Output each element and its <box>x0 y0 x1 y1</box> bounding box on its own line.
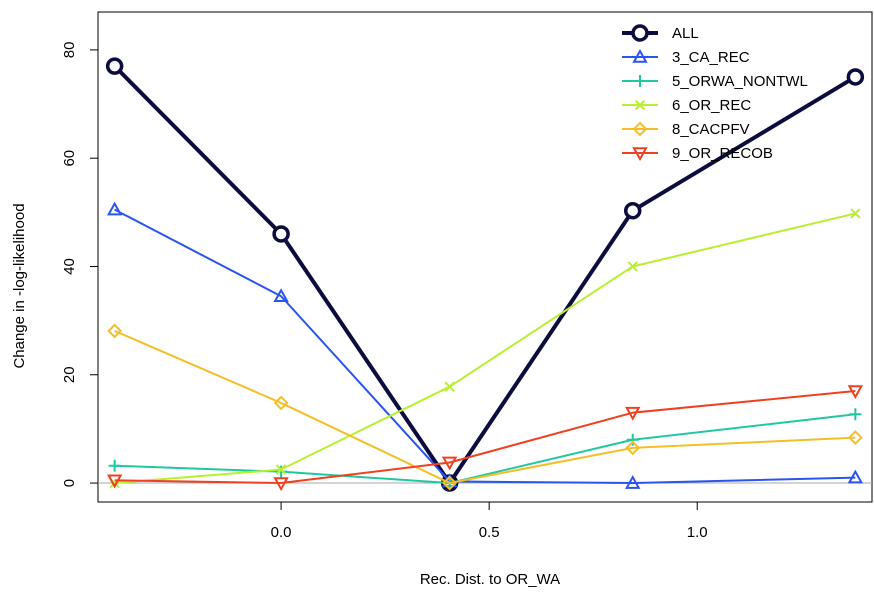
data-point-8-cacpfv <box>847 430 863 445</box>
data-point-all <box>623 201 642 220</box>
legend-label-5-orwa-nontwl: 5_ORWA_NONTWL <box>672 73 808 90</box>
legend-label-9-or-recob: 9_OR_RECOB <box>672 145 773 162</box>
y-tick-label: 20 <box>61 366 78 383</box>
legend-marker-9-or-recob <box>632 147 648 162</box>
y-tick-label: 0 <box>61 479 78 487</box>
y-tick-label: 80 <box>61 42 78 59</box>
data-point-3-ca-rec <box>847 469 864 484</box>
data-point-all <box>272 225 290 243</box>
x-tick-label: 0.5 <box>479 524 500 541</box>
data-point-8-cacpfv <box>442 475 458 491</box>
legend-marker-all <box>631 24 649 42</box>
data-point-9-or-recob <box>847 385 864 400</box>
data-point-8-cacpfv <box>273 395 289 411</box>
legend-marker-5-orwa-nontwl <box>634 75 646 87</box>
data-point-6-or-rec <box>850 208 861 219</box>
data-point-8-cacpfv <box>107 323 123 339</box>
series-line-8-cacpfv <box>114 329 856 485</box>
x-tick-label: 0.0 <box>271 524 292 541</box>
data-point-9-or-recob <box>441 456 458 471</box>
legend-label-8-cacpfv: 8_CACPFV <box>672 121 750 138</box>
data-point-8-cacpfv <box>625 440 641 456</box>
data-point-all <box>105 57 124 75</box>
y-tick-label: 40 <box>61 258 78 275</box>
legend-marker-6-or-rec <box>634 99 646 111</box>
legend-label-3-ca-rec: 3_CA_REC <box>672 49 750 66</box>
data-point-9-or-recob <box>625 406 641 421</box>
data-point-3-ca-rec <box>273 288 289 303</box>
data-point-6-or-rec <box>444 381 455 392</box>
x-tick-label: 1.0 <box>687 524 708 541</box>
legend-label-6-or-rec: 6_OR_REC <box>672 97 751 114</box>
y-axis-title: Change in -log-likelihood <box>11 203 28 368</box>
data-point-9-or-recob <box>273 477 289 492</box>
data-point-5-orwa-nontwl <box>275 465 288 478</box>
x-axis-title: Rec. Dist. to OR_WA <box>420 571 560 588</box>
data-point-9-or-recob <box>106 474 123 489</box>
legend-label-all: ALL <box>672 25 699 42</box>
data-point-3-ca-rec <box>106 201 123 216</box>
plot-frame <box>97 11 873 503</box>
data-point-5-orwa-nontwl <box>626 433 639 446</box>
data-point-6-or-rec <box>275 464 287 475</box>
data-point-all <box>846 68 865 86</box>
series-line-5-orwa-nontwl <box>114 413 856 485</box>
data-point-5-orwa-nontwl <box>108 459 121 472</box>
legend-marker-8-cacpfv <box>632 121 648 137</box>
data-point-6-or-rec <box>627 261 638 272</box>
plot-area: 0.0 0.5 1.0 0 20 40 60 80 ALL 3_CA_REC 5_ORWA_NONT… <box>61 11 873 541</box>
legend-marker-3-ca-rec <box>632 48 648 63</box>
series-line-9-or-recob <box>114 390 856 485</box>
data-point-3-ca-rec <box>625 474 641 489</box>
data-point-5-orwa-nontwl <box>849 408 862 421</box>
y-tick-label: 60 <box>61 150 78 167</box>
